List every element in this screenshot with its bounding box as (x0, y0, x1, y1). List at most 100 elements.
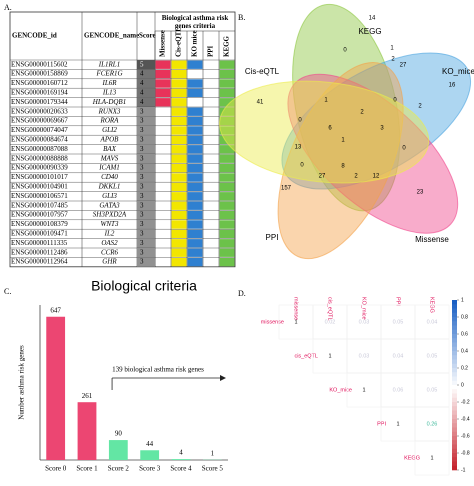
criteria-cell (171, 163, 187, 173)
criteria-cell (219, 201, 235, 210)
venn-count: 1 (341, 138, 345, 144)
bar (171, 459, 191, 460)
y-axis-label: Number asthma risk genes (18, 345, 26, 420)
criteria-label: KO mice (191, 30, 199, 57)
annotation: 139 biological asthma risk genes (112, 366, 204, 374)
score-cell (137, 69, 155, 79)
criteria-cell (187, 210, 203, 220)
score-cell (137, 135, 155, 145)
colorbar-segment (452, 342, 457, 348)
score-cell (137, 248, 155, 258)
column-label: PPI (395, 297, 401, 306)
colorbar-segment (452, 376, 457, 382)
criteria-cell (155, 79, 171, 88)
criteria-cell (187, 163, 203, 173)
corr-value: 0.03 (359, 353, 370, 359)
venn-count: 8 (341, 164, 345, 170)
colorbar-segment (452, 465, 457, 471)
score: 3 (140, 145, 144, 153)
criteria-cell (187, 126, 203, 135)
colorbar-segment (452, 372, 457, 377)
score-cell (137, 191, 155, 201)
corr-cell (414, 440, 450, 476)
criteria-cell (155, 182, 171, 192)
bar (77, 402, 97, 460)
criteria-cell (171, 220, 187, 229)
criteria-cell (155, 201, 171, 210)
criteria-cell (203, 98, 219, 107)
score: 3 (140, 211, 144, 219)
colorbar-segment (452, 397, 457, 403)
criteria-cell (203, 182, 219, 192)
score-cell (137, 229, 155, 239)
gene-name: CD40 (101, 173, 118, 181)
corr-value: 0.26 (427, 421, 438, 427)
gene-id: ENSG00000107485 (11, 201, 68, 209)
score-cell (137, 116, 155, 126)
criteria-cell (219, 88, 235, 98)
venn-set (281, 52, 472, 190)
row-label: KO_mice (329, 387, 352, 393)
corr-value: 1 (294, 319, 297, 325)
colorbar-segment (452, 448, 457, 454)
criteria-cell (219, 192, 235, 201)
colorbar-segment (452, 402, 457, 407)
score-cell (137, 60, 155, 70)
gene-id: ENSG00000115602 (11, 60, 68, 68)
criteria-cell (219, 220, 235, 229)
criteria-cell (219, 182, 235, 192)
criteria-cell (171, 229, 187, 239)
criteria-cell (171, 173, 187, 182)
colorbar-segment (452, 359, 457, 365)
panel-label: C. (4, 287, 11, 296)
gene-id: ENSG00000109471 (11, 230, 68, 238)
score: 3 (140, 164, 144, 172)
criteria-cell (155, 107, 171, 116)
corr-value: 1 (362, 387, 365, 393)
criteria-cell (155, 220, 171, 229)
colorbar-segment (452, 317, 457, 322)
venn-count: 0 (393, 98, 397, 104)
gene-name: BAX (103, 145, 117, 153)
criteria-cell (203, 145, 219, 154)
gene-name: RORA (100, 117, 120, 125)
colorbar-label: 0 (461, 382, 464, 388)
bar (46, 316, 66, 460)
criteria-cell (219, 79, 235, 88)
value-label: 261 (82, 392, 93, 400)
criteria-cell (219, 60, 235, 69)
criteria-cell (187, 220, 203, 229)
score: 3 (140, 192, 144, 200)
gene-name: MAVS (100, 154, 119, 162)
gene-id: ENSG00000160712 (11, 79, 68, 87)
criteria-cell (155, 192, 171, 201)
chart-title: Biological criteria (91, 278, 197, 294)
corr-value: 0.05 (393, 319, 404, 325)
gene-id: ENSG00000084674 (11, 136, 68, 144)
venn-count: 2 (391, 57, 395, 63)
gene-name: FCER1G (95, 70, 122, 78)
criteria-cell (155, 173, 171, 182)
criteria-cell (203, 69, 219, 79)
score: 3 (140, 107, 144, 115)
criteria-cell (187, 248, 203, 257)
row-label: cis_eQTL (294, 353, 318, 359)
score-cell (137, 78, 155, 89)
colorbar-label: 1 (461, 297, 464, 303)
criteria-cell (219, 126, 235, 135)
colorbar-segment (452, 308, 457, 314)
criteria-cell (171, 257, 187, 267)
criteria-cell (203, 135, 219, 145)
score-cell (137, 257, 155, 267)
colorbar-segment (452, 440, 457, 445)
gene-name: IL1RL1 (98, 60, 120, 68)
score-cell (137, 182, 155, 192)
colorbar-segment (452, 334, 457, 339)
criteria-cell (219, 69, 235, 79)
colorbar-segment (452, 325, 457, 331)
criteria-cell (155, 163, 171, 173)
colorbar-label: -0.4 (461, 416, 470, 422)
criteria-cell (155, 116, 171, 126)
column-label: KO_mice (361, 297, 367, 320)
